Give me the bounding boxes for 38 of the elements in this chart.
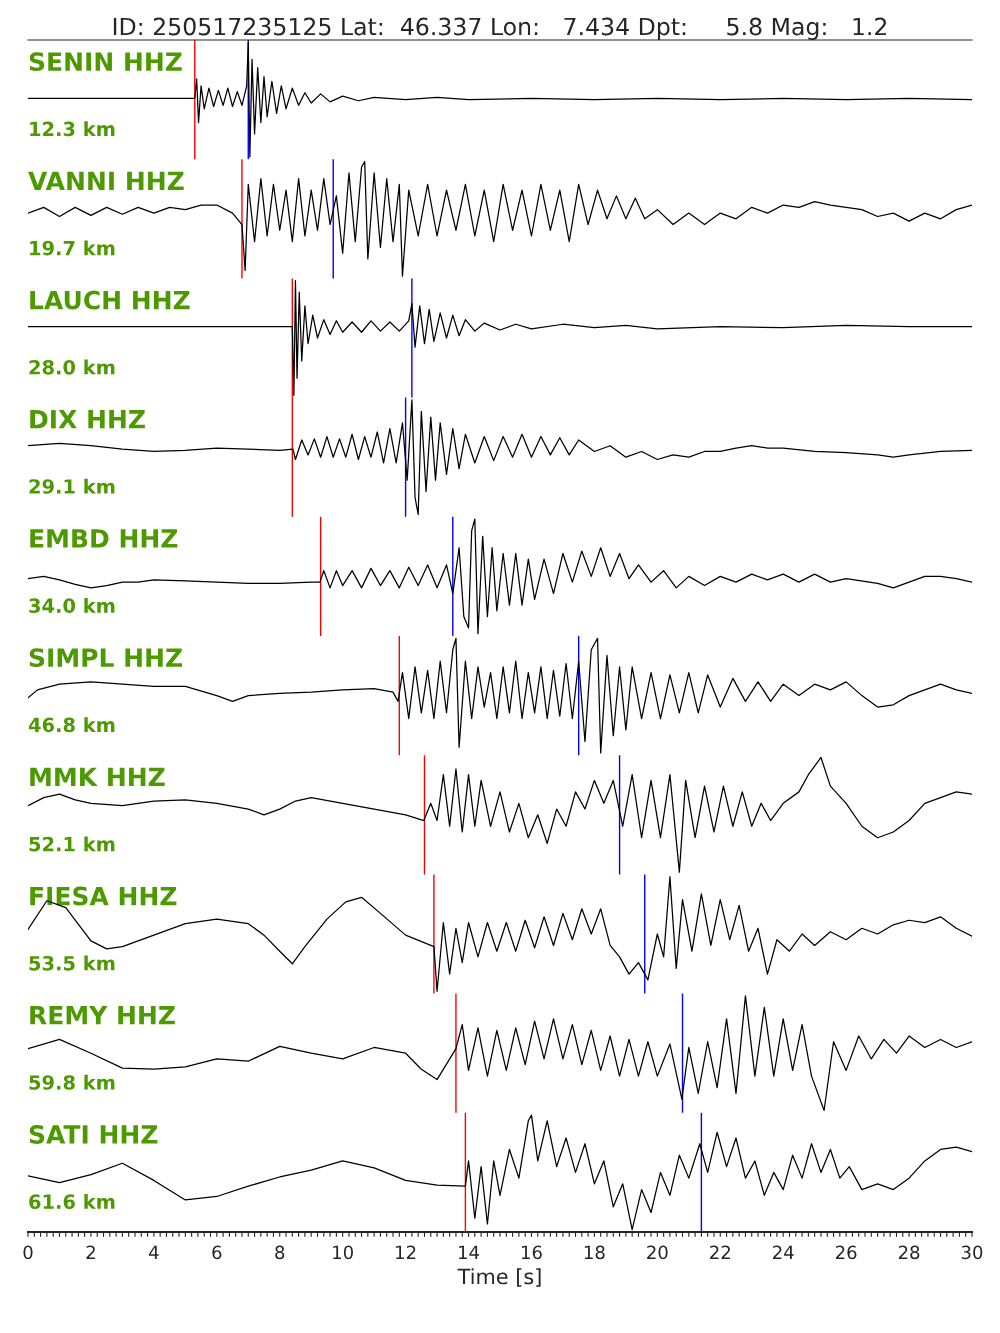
annotation: MMK HHZ — [30, 767, 165, 786]
annotation: 19.7 km — [30, 240, 115, 256]
x-tick-label: 26 — [835, 1245, 857, 1260]
annotation: 61.6 km — [29, 1193, 115, 1210]
x-tick-label: 24 — [773, 1245, 794, 1259]
annotation: 28.0 km — [29, 359, 115, 375]
x-tick-label: 4 — [149, 1245, 159, 1259]
annotation: 12.3 km — [30, 121, 115, 137]
annotation: EMBD HHZ — [30, 529, 178, 548]
annotation: 34.0 km — [29, 597, 115, 614]
x-tick-label: 22 — [710, 1245, 730, 1259]
x-tick-label: 18 — [584, 1245, 605, 1260]
x-tick-label: 12 — [396, 1245, 416, 1259]
annotation: 52.1 km — [29, 836, 115, 852]
annotation: DIX HHZ — [30, 410, 145, 429]
x-tick-label: 10 — [333, 1245, 353, 1260]
annotation: SATI HHZ — [29, 1124, 158, 1144]
annotation: VANNI HHZ — [28, 171, 184, 190]
x-tick-label: 28 — [898, 1245, 920, 1260]
annotation: 53.5 km — [29, 955, 115, 971]
x-tick-label: 30 — [961, 1245, 983, 1260]
annotation: LAUCH HHZ — [30, 290, 190, 310]
x-tick-label: 14 — [459, 1245, 480, 1259]
x-tick-label: 8 — [275, 1245, 285, 1260]
annotation: 59.8 km — [29, 1074, 115, 1090]
x-tick-label: 0 — [23, 1245, 33, 1260]
annotation: FIESA HHZ — [30, 886, 177, 906]
x-tick-label: 16 — [521, 1245, 542, 1260]
annotation: REMY HHZ — [30, 1006, 175, 1025]
annotation: 29.1 km — [29, 478, 115, 494]
annotation: SIMPL HHZ — [29, 648, 182, 668]
annotation: SENIN HHZ — [29, 52, 182, 72]
x-tick-label: 20 — [647, 1245, 668, 1260]
annotation: 46.8 km — [28, 717, 115, 733]
x-tick-label: 6 — [212, 1245, 222, 1260]
x-axis-title: Time [s] — [457, 1268, 541, 1287]
x-tick-label: 2 — [86, 1245, 95, 1259]
chart-title: ID: 250517235125 Lat: 46.337 Lon: 7.434 Dpt: 5.8 Mag: 1.2 — [113, 17, 887, 40]
